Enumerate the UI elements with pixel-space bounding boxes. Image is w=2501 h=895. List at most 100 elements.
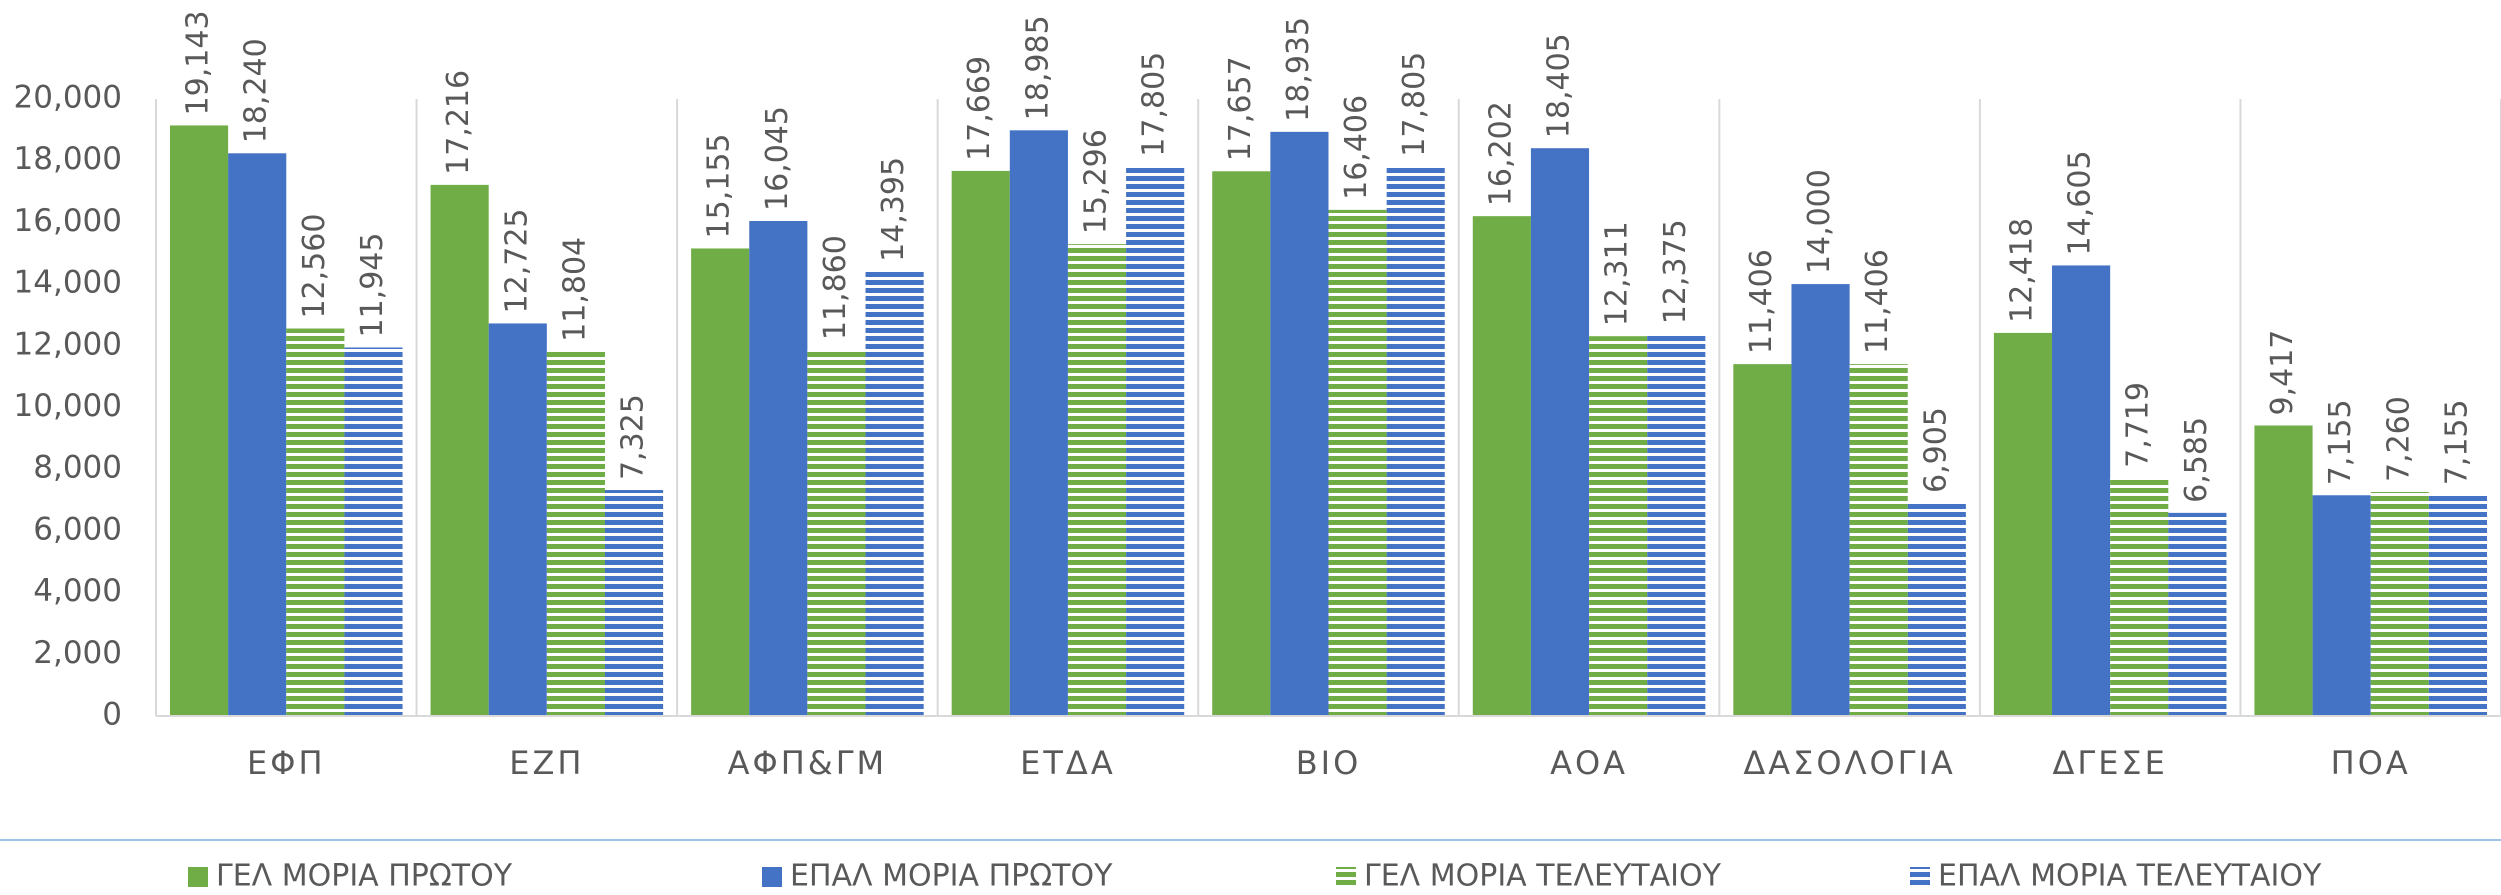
value-label: 14,395 <box>876 157 911 262</box>
value-label: 18,985 <box>1020 15 1055 120</box>
legend-swatch <box>1910 867 1930 887</box>
bar <box>951 170 1010 716</box>
value-label: 17,805 <box>1397 52 1432 157</box>
bar <box>488 323 547 716</box>
value-label: 14,605 <box>2063 150 2098 255</box>
value-label: 7,155 <box>2439 399 2474 485</box>
y-tick-label: 12,000 <box>14 326 122 362</box>
value-label: 17,805 <box>1137 52 1172 157</box>
bar <box>749 221 808 716</box>
value-label: 18,405 <box>1541 33 1576 138</box>
value-label: 11,945 <box>355 233 390 338</box>
y-tick-label: 0 <box>102 697 122 733</box>
legend-label: ΓΕΛ ΜΟΡΙΑ ΠΡΩΤΟΥ <box>216 859 513 894</box>
y-tick-label: 2,000 <box>33 635 122 671</box>
x-tick-label: ΑΦΠ&ΓΜ <box>728 744 888 782</box>
value-label: 16,045 <box>760 106 795 211</box>
legend-label: ΕΠΑΛ ΜΟΡΙΑ ΠΡΩΤΟΥ <box>790 859 1113 894</box>
value-label: 12,311 <box>1600 221 1635 326</box>
bar <box>1530 148 1590 716</box>
bar <box>1386 166 1445 716</box>
y-tick-label: 8,000 <box>33 450 122 486</box>
x-tick-label: ΔΑΣΟΛΟΓΙΑ <box>1743 744 1955 782</box>
legend-label: ΕΠΑΛ ΜΟΡΙΑ ΤΕΛΕΥΤΑΙΟΥ <box>1938 859 2322 894</box>
x-tick-label: ΕΤΔΑ <box>1020 744 1116 782</box>
x-tick-label: ΕΖΠ <box>509 744 584 782</box>
bar <box>2312 495 2371 716</box>
bar <box>604 490 664 716</box>
x-tick-label: ΠΟΑ <box>2331 744 2411 782</box>
y-tick-label: 4,000 <box>33 573 122 609</box>
x-tick-label: ΔΓΕΣΕ <box>2052 744 2167 782</box>
bar <box>1328 209 1387 717</box>
value-label: 11,804 <box>557 237 592 342</box>
bar <box>1009 130 1068 716</box>
value-label: 6,905 <box>1918 407 1953 493</box>
value-label: 12,560 <box>297 214 332 319</box>
bar <box>2052 265 2111 716</box>
bar <box>1212 171 1271 716</box>
bar <box>2370 492 2429 716</box>
legend-label: ΓΕΛ ΜΟΡΙΑ ΤΕΛΕΥΤΑΙΟΥ <box>1364 859 1722 894</box>
legend-swatch <box>1336 867 1356 887</box>
bar <box>1733 364 1792 716</box>
value-label: 17,669 <box>962 56 997 161</box>
bar <box>1126 166 1185 716</box>
value-label: 16,406 <box>1339 95 1374 200</box>
legend-swatch <box>762 867 782 887</box>
y-tick-label: 6,000 <box>33 511 122 547</box>
bar <box>1907 502 1966 716</box>
y-tick-label: 16,000 <box>14 203 122 239</box>
bar <box>2254 425 2313 716</box>
value-label: 7,325 <box>616 394 651 480</box>
value-label: 17,657 <box>1223 56 1258 161</box>
value-label: 18,240 <box>239 38 274 143</box>
value-label: 7,719 <box>2121 382 2156 468</box>
value-label: 9,417 <box>2265 330 2300 416</box>
bar <box>170 125 229 716</box>
value-label: 14,000 <box>1802 169 1837 274</box>
y-tick-label: 18,000 <box>14 141 122 177</box>
bar <box>2168 512 2227 716</box>
x-tick-label: ΑΟΑ <box>1550 744 1628 782</box>
value-label: 16,202 <box>1483 101 1518 206</box>
y-tick-label: 10,000 <box>14 388 122 424</box>
value-label: 7,260 <box>2381 396 2416 482</box>
bar <box>344 347 403 716</box>
bar <box>1993 332 2053 716</box>
value-label: 11,860 <box>818 235 853 340</box>
bar <box>1270 131 1329 717</box>
value-label: 12,375 <box>1658 219 1693 324</box>
x-tick-label: ΕΦΠ <box>247 744 325 782</box>
bar <box>807 350 866 716</box>
legend-swatch <box>188 867 208 887</box>
value-label: 6,585 <box>2179 417 2214 503</box>
value-label: 11,406 <box>1860 249 1895 354</box>
bar <box>546 351 605 716</box>
y-tick-label: 20,000 <box>14 80 122 116</box>
bar <box>2110 477 2169 716</box>
bar <box>286 328 345 716</box>
value-label: 7,155 <box>2323 399 2358 485</box>
bar <box>2428 495 2487 716</box>
value-label: 15,296 <box>1079 129 1114 234</box>
y-tick-label: 14,000 <box>14 265 122 301</box>
bar <box>1067 244 1127 716</box>
bar <box>1849 364 1908 716</box>
value-label: 17,216 <box>441 70 476 175</box>
value-label: 12,418 <box>2004 218 2039 323</box>
x-tick-label: ΒΙΟ <box>1296 744 1362 782</box>
bar <box>430 184 489 716</box>
bar <box>691 248 750 716</box>
bar <box>1589 336 1648 716</box>
bar <box>228 153 287 716</box>
bar <box>1647 334 1706 716</box>
value-label: 12,725 <box>499 208 534 313</box>
value-label: 19,143 <box>181 10 216 115</box>
bar <box>1791 284 1850 716</box>
value-label: 15,155 <box>702 133 737 238</box>
value-label: 11,406 <box>1744 249 1779 354</box>
value-label: 18,935 <box>1281 17 1316 122</box>
bar <box>865 271 924 716</box>
